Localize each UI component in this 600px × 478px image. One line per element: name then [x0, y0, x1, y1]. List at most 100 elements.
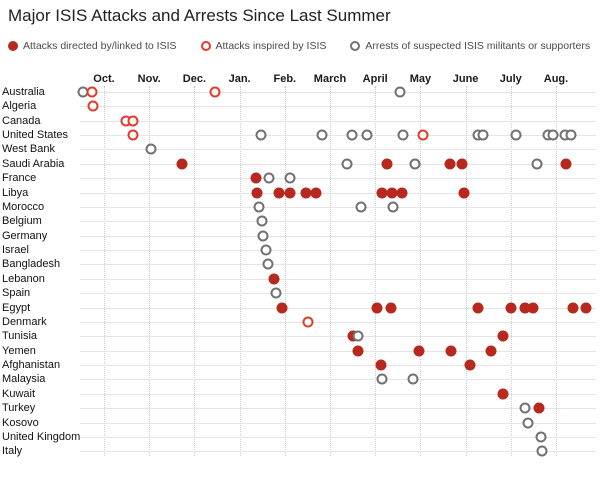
legend-item-directed: Attacks directed by/linked to ISIS	[8, 40, 177, 52]
dot-directed	[250, 172, 262, 184]
month-gridline	[556, 86, 557, 456]
month-tick-label: Oct.	[93, 73, 115, 85]
row-line	[80, 149, 596, 151]
row-line	[80, 365, 596, 367]
country-label: Germany	[2, 229, 48, 242]
month-gridline	[194, 86, 196, 456]
row-line	[80, 422, 596, 424]
month-gridline	[375, 86, 377, 456]
row-line	[80, 120, 596, 122]
country-label: Kuwait	[2, 387, 36, 400]
page-title: Major ISIS Attacks and Arrests Since Las…	[8, 6, 391, 25]
dot-arrest	[253, 201, 265, 213]
country-label: Italy	[2, 445, 23, 458]
dot-arrest	[341, 158, 353, 170]
legend-item-inspired: Attacks inspired by ISIS	[200, 40, 326, 52]
dot-arrest	[255, 129, 267, 141]
month-gridline	[465, 86, 467, 456]
month-tick-label: June	[452, 73, 479, 85]
month-gridline	[149, 86, 151, 456]
legend-label: Arrests of suspected ISIS militants or s…	[365, 40, 591, 52]
country-label: Algeria	[2, 100, 37, 113]
dot-directed	[300, 187, 312, 199]
dot-inspired	[209, 86, 221, 98]
dot-directed	[505, 302, 517, 314]
dot-inspired	[302, 316, 314, 328]
country-label: Belgium	[2, 215, 42, 228]
month-tick-label: April	[362, 73, 388, 85]
country-label: Canada	[2, 114, 41, 127]
month-tick-label: Dec.	[182, 73, 207, 85]
row-line	[80, 106, 596, 108]
dot-directed	[458, 187, 470, 199]
country-label: Libya	[2, 186, 29, 199]
country-label: Malaysia	[2, 373, 46, 386]
dot-arrest	[346, 129, 358, 141]
row-line	[80, 135, 596, 137]
country-label: United States	[2, 128, 69, 141]
dot-arrest	[510, 129, 522, 141]
dot-arrest	[316, 129, 328, 141]
row-line	[80, 221, 596, 223]
dot-directed	[251, 187, 263, 199]
dot-arrest	[361, 129, 373, 141]
month-tick-label: Feb.	[273, 73, 297, 85]
dot-directed	[284, 187, 296, 199]
dot-inspired	[417, 129, 429, 141]
dot-directed	[371, 302, 383, 314]
country-label: Turkey	[2, 401, 36, 414]
dot-arrest	[565, 129, 577, 141]
row-line	[80, 278, 596, 280]
month-gridline	[239, 86, 241, 456]
dot-arrest	[262, 258, 274, 270]
dot-directed	[396, 187, 408, 199]
dot-directed	[276, 302, 288, 314]
dot-arrest	[284, 172, 296, 184]
row-line	[80, 293, 596, 295]
dot-directed	[352, 345, 364, 357]
legend-item-arrest: Arrests of suspected ISIS militants or s…	[350, 40, 590, 52]
dot-directed	[519, 302, 531, 314]
row-line	[80, 408, 596, 410]
country-label: Kosovo	[2, 416, 39, 429]
row-line	[80, 206, 596, 208]
row-line	[80, 235, 596, 237]
dot-directed	[376, 187, 388, 199]
dot-arrest	[519, 402, 531, 414]
dot-arrest	[257, 230, 269, 242]
dot-arrest	[376, 373, 388, 385]
dot-directed	[310, 187, 322, 199]
dot-directed	[444, 158, 456, 170]
dot-directed	[456, 158, 468, 170]
dot-directed	[485, 345, 497, 357]
country-label: Spain	[2, 286, 31, 299]
row-line	[80, 321, 596, 323]
dot-arrest	[263, 172, 275, 184]
row-line	[80, 92, 596, 93]
country-label: Egypt	[2, 301, 31, 314]
dot-arrest	[355, 201, 367, 213]
dot-arrest	[256, 215, 268, 227]
dot-arrest	[270, 287, 282, 299]
dot-directed	[385, 302, 397, 314]
dot-arrest	[145, 143, 157, 155]
dot-directed	[580, 302, 592, 314]
country-label: Bangladesh	[2, 258, 61, 271]
row-line	[80, 451, 596, 453]
dot-directed	[560, 158, 572, 170]
month-gridline	[104, 86, 105, 456]
dot-directed	[176, 158, 188, 170]
dot-arrest	[397, 129, 409, 141]
country-label: Morocco	[2, 200, 45, 213]
dot-directed	[386, 187, 398, 199]
row-line	[80, 336, 596, 338]
dot-arrest	[409, 158, 421, 170]
dot-arrest	[536, 445, 548, 457]
month-tick-label: May	[409, 73, 432, 85]
country-label: Afghanistan	[2, 358, 61, 371]
country-label: Tunisia	[2, 330, 38, 343]
dot-directed	[375, 359, 387, 371]
row-line	[80, 350, 596, 352]
month-gridline	[284, 86, 286, 456]
